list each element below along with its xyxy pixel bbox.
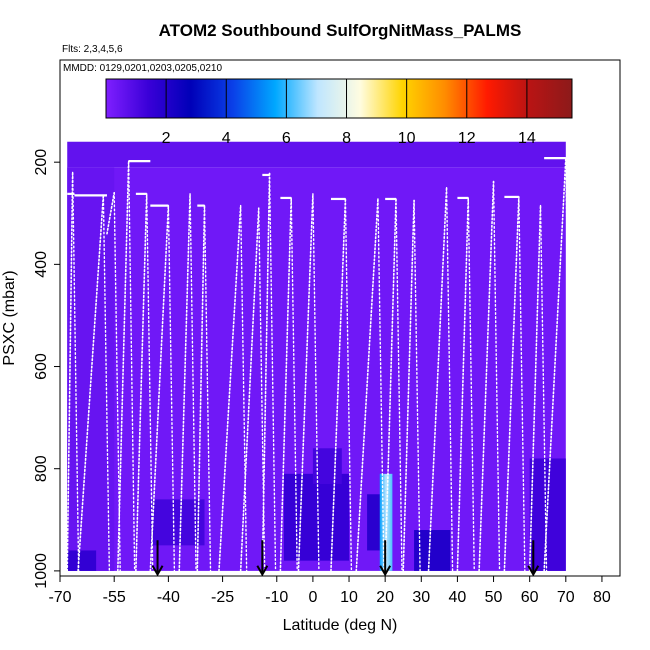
field-block — [150, 499, 205, 546]
y-tick-label: 600 — [33, 353, 50, 380]
field-block — [67, 167, 115, 571]
x-tick-label: 0 — [308, 589, 317, 606]
profile-track — [127, 160, 136, 572]
y-axis-label: PSXC (mbar) — [1, 270, 18, 365]
profile-track — [503, 196, 520, 572]
profile-track — [384, 198, 397, 572]
profile-track — [565, 157, 573, 572]
arrow-head — [256, 565, 269, 576]
x-tick-label: 20 — [376, 589, 394, 606]
flights-note: Flts: 2,3,4,5,6 — [62, 44, 123, 55]
colorbar-tick-label: 6 — [282, 130, 291, 147]
y-tick-label: 800 — [33, 455, 50, 482]
colorbar-tick-label: 4 — [222, 130, 231, 147]
field-block — [284, 473, 350, 561]
profile-track — [402, 199, 415, 572]
profile-track — [149, 204, 170, 572]
profile-track — [355, 198, 379, 572]
profile-track — [189, 193, 197, 572]
profile-track — [178, 193, 191, 572]
profile-track — [297, 193, 314, 572]
profile-track — [71, 171, 80, 572]
colorbar-tick-label: 14 — [518, 130, 536, 147]
profile-track — [467, 197, 475, 572]
x-tick-label: -40 — [157, 589, 180, 606]
profile-track — [543, 157, 567, 572]
x-tick-label: -10 — [265, 589, 288, 606]
arrow-head — [151, 565, 164, 576]
profile-track — [196, 204, 206, 572]
x-axis-label: Latitude (deg N) — [283, 617, 398, 634]
arrow-marker — [151, 540, 164, 576]
y-tick-label: 1000 — [33, 553, 50, 589]
profile-track — [456, 197, 470, 572]
arrow-head — [527, 565, 540, 576]
profile-track — [239, 207, 260, 572]
field-block — [67, 550, 97, 571]
profile-track — [66, 171, 74, 572]
profile-track — [427, 186, 448, 572]
colorbar-gradient — [105, 78, 573, 119]
x-tick-label: -55 — [103, 589, 126, 606]
arrow-marker — [379, 540, 392, 576]
profile-track — [312, 193, 320, 572]
profile-track — [279, 197, 293, 572]
x-tick-label: 50 — [485, 589, 503, 606]
profile-track — [102, 194, 111, 572]
colorbar-tick-label: 12 — [458, 130, 476, 147]
profile-track — [539, 204, 548, 572]
profile-track — [135, 193, 148, 572]
x-tick-label: 40 — [449, 589, 467, 606]
profile-track — [146, 193, 154, 572]
y-axis: 200 400 600 800 1000 — [33, 149, 61, 589]
profile-track — [167, 204, 176, 572]
profile-track — [261, 172, 271, 572]
colorbar: 2 4 6 8 10 12 14 — [105, 78, 573, 147]
arrow-marker — [527, 540, 540, 576]
profile-track — [478, 180, 495, 572]
x-tick-label: -70 — [48, 589, 71, 606]
y-tick-label: 200 — [33, 149, 50, 176]
profile-track — [492, 180, 501, 572]
profile-track — [528, 204, 542, 572]
profile-track — [239, 204, 248, 572]
x-axis: -70 -55 -40 -25 -10 0 10 20 30 40 50 60 70 80 — [48, 575, 620, 606]
x-tick-label: 10 — [340, 589, 358, 606]
x-tick-label: 80 — [593, 589, 611, 606]
profile-track — [413, 199, 421, 572]
plot-area — [66, 141, 573, 576]
x-tick-label: -25 — [211, 589, 234, 606]
chart-title: ATOM2 Southbound SulfOrgNitMass_PALMS — [159, 21, 522, 40]
profile-track — [395, 198, 403, 572]
profile-track — [344, 198, 353, 572]
profile-track — [117, 160, 130, 572]
profile-track — [518, 196, 526, 572]
x-tick-label: 70 — [557, 589, 575, 606]
profile-track — [106, 192, 115, 235]
profile-track — [330, 198, 347, 572]
y-tick-label: 400 — [33, 251, 50, 278]
arrow-head — [379, 565, 392, 576]
colorbar-tick-label: 10 — [398, 130, 416, 147]
x-tick-label: 30 — [412, 589, 430, 606]
x-tick-label: 60 — [521, 589, 539, 606]
profile-track — [218, 204, 242, 572]
arrow-marker — [256, 540, 269, 576]
field-block — [67, 141, 566, 168]
profile-track — [203, 204, 212, 572]
profile-track — [258, 207, 266, 572]
profile-track — [290, 197, 298, 572]
profile-track — [77, 194, 105, 572]
profile-track — [377, 198, 385, 572]
profile-track — [445, 187, 454, 572]
profile-track — [268, 172, 277, 572]
dates-note: MMDD: 0129,0201,0203,0205,0210 — [63, 63, 222, 74]
colorbar-tick-label: 8 — [342, 130, 351, 147]
colorbar-tick-label: 2 — [162, 130, 171, 147]
